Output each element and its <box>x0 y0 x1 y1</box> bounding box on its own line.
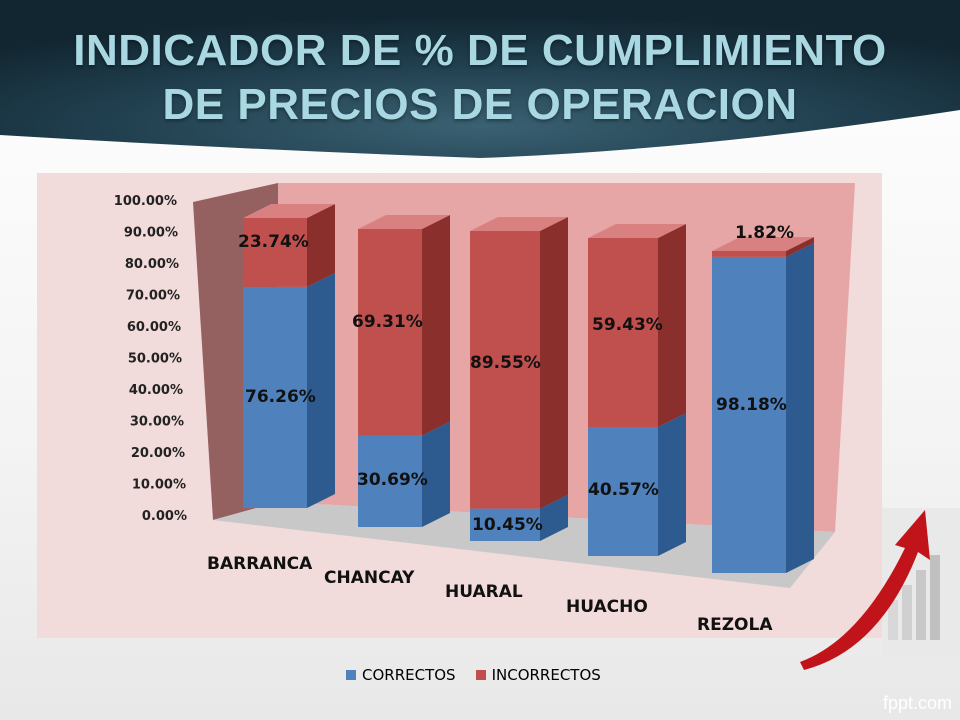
x-category-label: CHANCAY <box>324 568 415 588</box>
bar-correctos <box>712 256 786 573</box>
bar-incorrectos <box>243 218 307 287</box>
y-tick-label: 80.00% <box>125 257 179 272</box>
slide-header <box>0 0 960 168</box>
bar-side-incorrectos <box>786 237 814 257</box>
legend-item-incorrectos: INCORRECTOS <box>475 666 601 684</box>
y-tick-label: 0.00% <box>142 509 187 524</box>
data-label-correctos: 40.57% <box>588 480 659 500</box>
bar-side-correctos <box>422 421 450 527</box>
bar-incorrectos <box>470 231 540 509</box>
chart-bars: 76.26% 23.74% 30.69% 69.31% 10.45% 89.55% 40.5… <box>238 204 814 573</box>
bar-top-incorrectos <box>243 204 335 218</box>
data-label-correctos: 76.26% <box>245 387 316 407</box>
legend-swatch-correctos <box>346 670 356 680</box>
bar-top-incorrectos <box>588 224 686 238</box>
legend-label-correctos: CORRECTOS <box>362 666 456 684</box>
legend-item-correctos: CORRECTOS <box>346 666 456 684</box>
x-category-label: HUACHO <box>566 597 648 617</box>
bar-side-incorrectos <box>540 217 568 509</box>
x-category-label: REZOLA <box>697 615 773 635</box>
y-tick-label: 50.00% <box>128 352 182 367</box>
data-label-incorrectos: 23.74% <box>238 232 309 252</box>
legend-swatch-incorrectos <box>475 670 486 680</box>
data-label-incorrectos: 1.82% <box>735 223 794 243</box>
bar-side-incorrectos <box>307 204 335 287</box>
bar-correctos <box>243 286 307 508</box>
x-category-label: BARRANCA <box>207 554 313 574</box>
data-label-correctos: 10.45% <box>472 515 543 535</box>
bar-correctos <box>358 435 422 527</box>
data-label-incorrectos: 59.43% <box>592 315 663 335</box>
header-background <box>0 0 960 158</box>
bar-side-correctos <box>307 272 335 508</box>
bar-side-correctos <box>540 494 568 541</box>
bar-incorrectos <box>712 251 786 257</box>
slide-title-line1: INDICADOR DE % DE CUMPLIMIENTO <box>73 26 887 75</box>
y-tick-label: 60.00% <box>127 320 181 335</box>
slide-title: INDICADOR DE % DE CUMPLIMIENTO DE PRECIO… <box>0 24 960 132</box>
bar-side-incorrectos <box>422 215 450 436</box>
y-axis: 0.00% 10.00% 20.00% 30.00% 40.00% 50.00% 60.00… <box>114 194 187 524</box>
y-tick-label: 40.00% <box>129 383 183 398</box>
data-label-correctos: 98.18% <box>716 395 787 415</box>
bar-top-incorrectos <box>470 217 568 231</box>
y-tick-label: 10.00% <box>132 478 186 493</box>
data-label-incorrectos: 69.31% <box>352 312 423 332</box>
bar-incorrectos <box>358 229 422 436</box>
slide-title-line2: DE PRECIOS DE OPERACION <box>162 80 798 129</box>
legend-label-incorrectos: INCORRECTOS <box>491 666 601 684</box>
y-tick-label: 70.00% <box>126 289 180 304</box>
data-label-correctos: 30.69% <box>357 470 428 490</box>
bar-correctos <box>470 508 540 541</box>
bar-side-correctos <box>786 242 814 573</box>
bar-incorrectos <box>588 238 658 427</box>
data-label-incorrectos: 89.55% <box>470 353 541 373</box>
bar-correctos <box>588 426 658 556</box>
y-tick-label: 100.00% <box>114 194 177 209</box>
y-tick-label: 90.00% <box>124 226 178 241</box>
y-tick-label: 20.00% <box>131 446 185 461</box>
y-tick-label: 30.00% <box>130 415 184 430</box>
growth-arrow-decoration <box>800 508 960 670</box>
brand-label: fppt.com <box>882 693 952 713</box>
bar-top-incorrectos <box>712 237 814 251</box>
chart-legend: CORRECTOS INCORRECTOS <box>346 665 601 685</box>
x-axis: BARRANCA CHANCAY HUARAL HUACHO REZOLA <box>207 554 773 635</box>
bar-side-incorrectos <box>658 224 686 427</box>
x-category-label: HUARAL <box>445 582 523 602</box>
bar-top-incorrectos <box>358 215 450 229</box>
bar-side-correctos <box>658 412 686 556</box>
